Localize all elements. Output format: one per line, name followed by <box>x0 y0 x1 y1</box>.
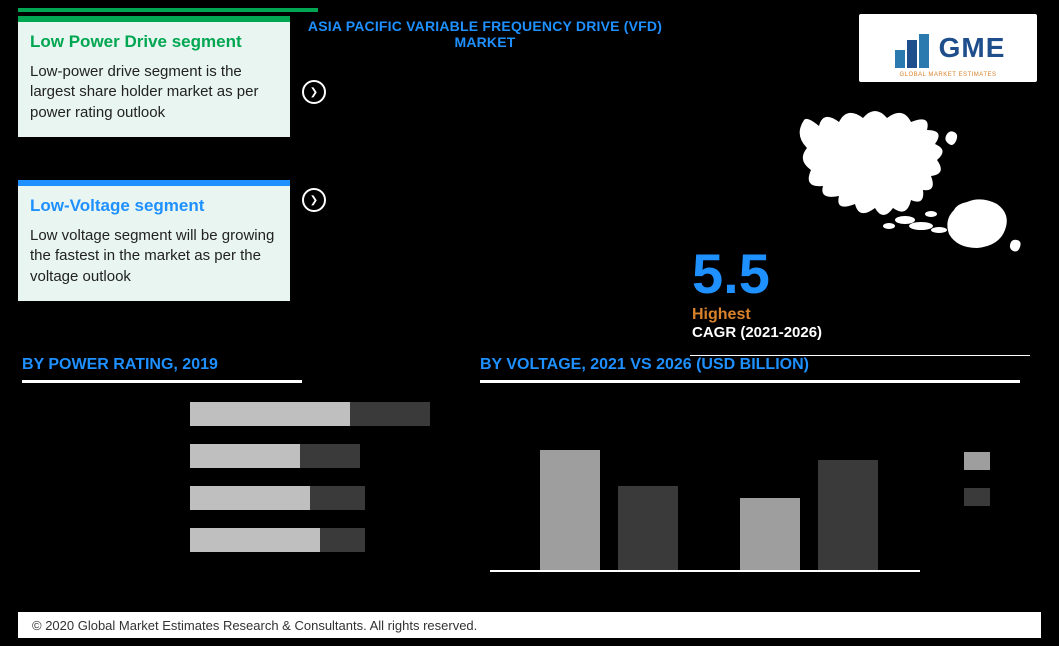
section-header-voltage-text: BY VOLTAGE, 2021 VS 2026 (USD BILLION) <box>480 356 809 373</box>
bar-segment <box>300 444 360 468</box>
section-header-power-rating-text: BY POWER RATING, 2019 <box>22 356 218 373</box>
legend-swatch-icon <box>964 452 990 470</box>
bar-segment <box>320 528 365 552</box>
gme-logo-mark-icon <box>891 28 931 68</box>
page-root: Low Power Drive segment Low-power drive … <box>0 0 1059 646</box>
bar-segment <box>350 402 430 426</box>
section-header-power-rating: BY POWER RATING, 2019 <box>22 356 302 383</box>
card-low-voltage-title: Low-Voltage segment <box>30 196 278 216</box>
card-low-voltage-body: Low voltage segment will be growing the … <box>30 226 278 287</box>
bar-segment <box>190 528 320 552</box>
bar-segment <box>190 486 310 510</box>
legend-item <box>964 452 990 470</box>
gme-logo-text: GME <box>939 32 1006 64</box>
card-low-power-body: Low-power drive segment is the largest s… <box>30 62 278 123</box>
header-underline <box>480 380 1020 383</box>
card-low-power: Low Power Drive segment Low-power drive … <box>18 16 290 137</box>
gme-logo: GME GLOBAL MARKET ESTIMATES <box>859 14 1037 82</box>
card-low-power-title: Low Power Drive segment <box>30 32 278 52</box>
card-low-voltage: Low-Voltage segment Low voltage segment … <box>18 180 290 301</box>
footer: © 2020 Global Market Estimates Research … <box>18 612 1041 638</box>
asia-pacific-map-icon <box>789 100 1029 260</box>
bar-segment <box>190 444 300 468</box>
voltage-bar <box>740 498 800 570</box>
chevron-icon: ❯ <box>302 188 326 212</box>
header-underline <box>22 380 302 383</box>
voltage-bar <box>618 486 678 570</box>
power-rating-bar-row <box>190 402 430 426</box>
voltage-bar <box>540 450 600 570</box>
power-rating-chart <box>40 394 450 604</box>
power-rating-bar-row <box>190 486 365 510</box>
power-rating-bar-row <box>190 444 360 468</box>
voltage-chart-baseline <box>490 570 920 572</box>
cagr-value: 5.5 <box>692 246 822 302</box>
cagr-block: 5.5 Highest CAGR (2021-2026) <box>692 246 822 341</box>
bar-segment <box>190 402 350 426</box>
cagr-highest: Highest <box>692 306 822 324</box>
top-accent-bar <box>18 8 318 12</box>
legend-item <box>964 488 990 506</box>
bar-segment <box>310 486 365 510</box>
voltage-bar <box>818 460 878 570</box>
voltage-chart-legend <box>964 452 990 506</box>
cagr-period: CAGR (2021-2026) <box>692 324 822 341</box>
page-title: ASIA PACIFIC VARIABLE FREQUENCY DRIVE (V… <box>300 18 670 50</box>
chevron-icon: ❯ <box>302 80 326 104</box>
legend-swatch-icon <box>964 488 990 506</box>
voltage-chart <box>480 392 1000 592</box>
power-rating-bar-row <box>190 528 365 552</box>
section-header-voltage: BY VOLTAGE, 2021 VS 2026 (USD BILLION) <box>480 356 1020 383</box>
footer-copyright: © 2020 Global Market Estimates Research … <box>32 618 477 633</box>
gme-logo-sub: GLOBAL MARKET ESTIMATES <box>899 72 996 78</box>
